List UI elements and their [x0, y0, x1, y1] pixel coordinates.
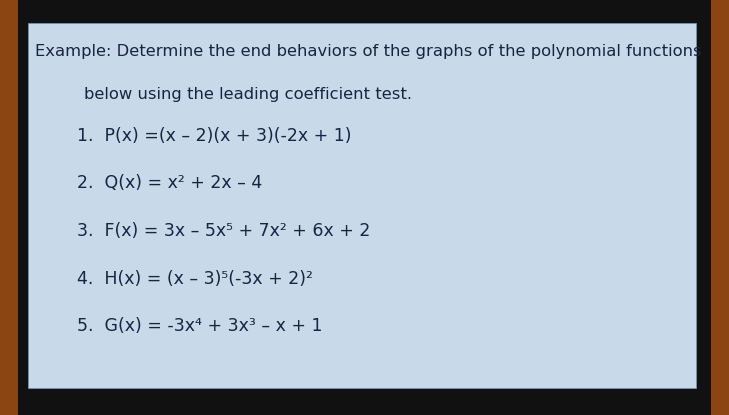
Text: 2.  Q(x) = x² + 2x – 4: 2. Q(x) = x² + 2x – 4: [77, 174, 262, 192]
Text: Example: Determine the end behaviors of the graphs of the polynomial functions: Example: Determine the end behaviors of …: [35, 44, 701, 59]
Bar: [28, 23, 696, 388]
Text: 1.  P(x) =(x – 2)(x + 3)(-2x + 1): 1. P(x) =(x – 2)(x + 3)(-2x + 1): [77, 127, 351, 144]
Text: 3.  F(x) = 3x – 5x⁵ + 7x² + 6x + 2: 3. F(x) = 3x – 5x⁵ + 7x² + 6x + 2: [77, 222, 370, 240]
Text: 4.  H(x) = (x – 3)⁵(-3x + 2)²: 4. H(x) = (x – 3)⁵(-3x + 2)²: [77, 270, 313, 288]
Bar: [0, 0, 18, 415]
Text: 5.  G(x) = -3x⁴ + 3x³ – x + 1: 5. G(x) = -3x⁴ + 3x³ – x + 1: [77, 317, 322, 335]
Text: below using the leading coefficient test.: below using the leading coefficient test…: [84, 87, 412, 102]
Bar: [711, 0, 729, 415]
